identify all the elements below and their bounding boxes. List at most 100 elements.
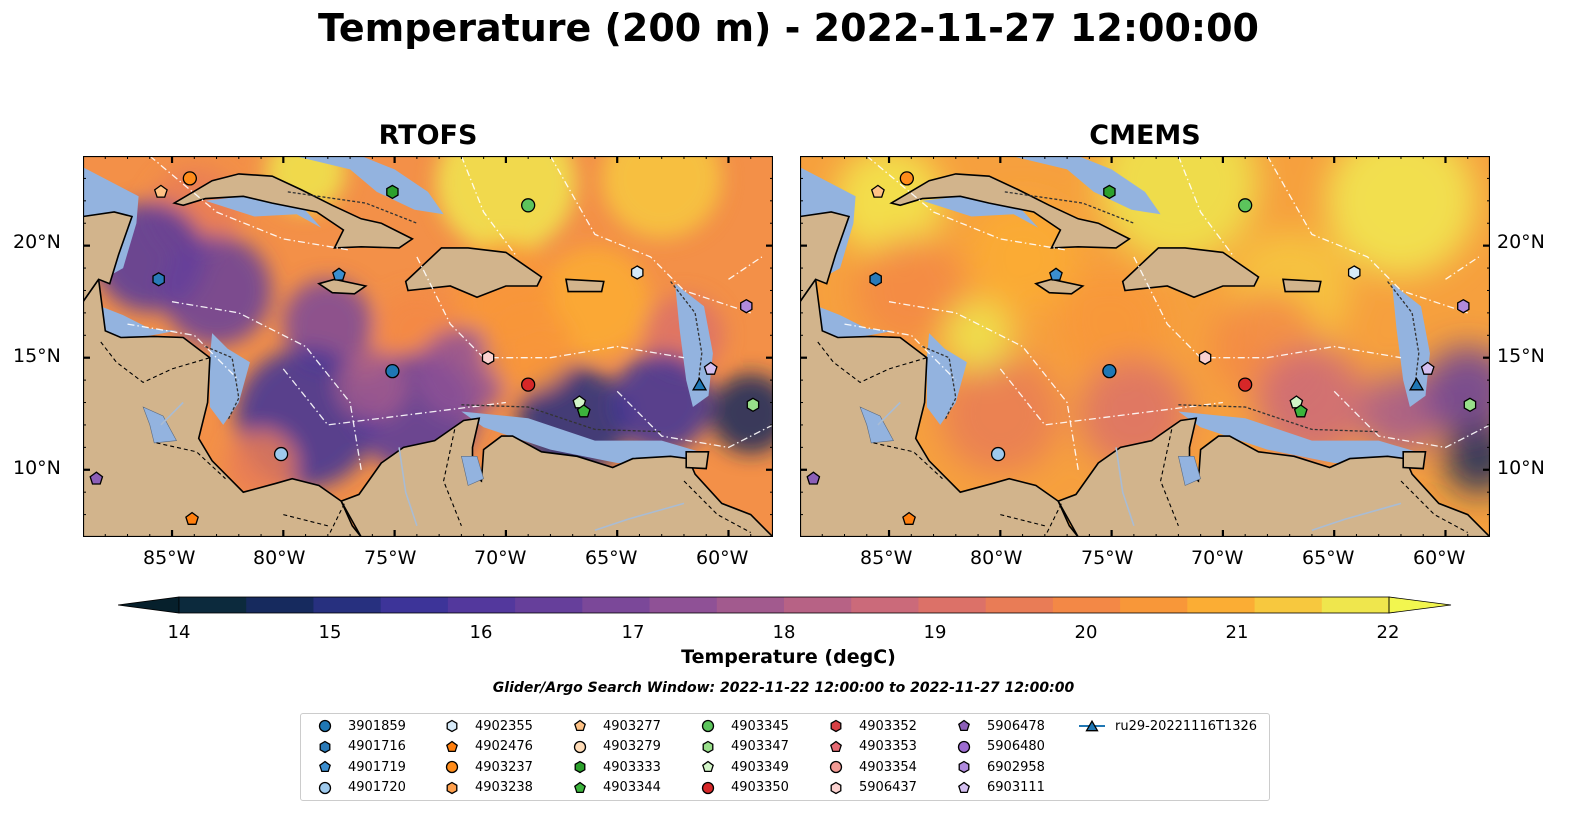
legend-marker[interactable] [446, 740, 458, 752]
map-frame [800, 156, 1490, 537]
float-marker-6902958[interactable] [740, 298, 753, 314]
legend-marker[interactable] [702, 760, 714, 773]
legend-item: 4903237 [438, 757, 533, 777]
float-marker-4903237[interactable] [899, 171, 914, 186]
float-marker-4903350[interactable] [521, 377, 536, 392]
float-marker-ru29-20221116T1326[interactable] [1408, 377, 1425, 391]
legend-marker[interactable] [830, 740, 842, 752]
legend-item: 4903344 [566, 778, 661, 798]
legend-item: 6902958 [950, 757, 1045, 777]
float-marker-5906478[interactable] [89, 471, 104, 485]
float-marker-4901716[interactable] [152, 272, 165, 287]
legend-label: 4901716 [348, 739, 406, 754]
legend-item: 3901859 [311, 716, 406, 736]
float-marker-4903350[interactable] [1238, 377, 1253, 392]
float-marker-4903347[interactable] [746, 397, 760, 413]
float-marker-6903111[interactable] [1420, 361, 1435, 375]
float-marker-4901719[interactable] [1049, 267, 1063, 281]
pentagon-marker-icon [574, 719, 586, 732]
float-marker-4903277[interactable] [870, 184, 885, 198]
float-marker-5906437[interactable] [481, 350, 495, 365]
legend-marker[interactable] [446, 781, 458, 794]
rtofs-lon-tick-75w: 75°W [364, 547, 417, 569]
legend-marker[interactable] [958, 719, 970, 732]
float-marker-4901720[interactable] [273, 446, 289, 462]
float-marker-5906437[interactable] [1198, 350, 1212, 365]
legend-marker[interactable] [830, 781, 842, 794]
float-marker-4902476[interactable] [185, 511, 199, 525]
legend-item: 4903279 [566, 737, 661, 757]
float-marker-4903333[interactable] [1103, 184, 1116, 200]
legend-marker[interactable] [319, 740, 331, 753]
legend-marker[interactable] [1085, 719, 1099, 732]
legend-marker[interactable] [319, 760, 331, 773]
legend-marker[interactable] [958, 781, 970, 793]
circle-marker-icon [445, 760, 459, 774]
float-marker-4901716[interactable] [869, 272, 882, 287]
float-marker-4903277[interactable] [153, 184, 168, 198]
colorbar-label: Temperature (degC) [681, 646, 896, 668]
country-border-0 [100, 341, 211, 384]
country-border-4 [1400, 480, 1468, 533]
float-marker-4903345[interactable] [1238, 198, 1253, 213]
legend-marker[interactable] [829, 760, 843, 774]
land-hispaniola [1121, 247, 1260, 299]
legend-marker[interactable] [318, 719, 332, 733]
float-marker-4903237[interactable] [182, 171, 197, 186]
legend-label: 4903344 [603, 780, 661, 795]
eez-boundary-2 [416, 256, 685, 359]
float-marker-4903345[interactable] [521, 198, 536, 213]
legend-label: 4903350 [731, 780, 789, 795]
float-marker-4902355[interactable] [1347, 265, 1361, 280]
colorbar-tick-20: 20 [1074, 622, 1098, 643]
legend-marker[interactable] [446, 719, 458, 733]
legend-marker[interactable] [702, 740, 714, 753]
legend-label: 4903354 [859, 759, 917, 775]
legend-item: 5906480 [950, 737, 1045, 757]
float-marker-4902476[interactable] [902, 511, 916, 525]
float-marker-4903347[interactable] [1463, 397, 1477, 413]
colorbar-segment [1052, 597, 1121, 613]
legend-label: 4901719 [348, 759, 406, 775]
float-marker-4902355[interactable] [630, 265, 644, 280]
legend-marker[interactable] [958, 760, 970, 774]
float-marker-6903111[interactable] [703, 361, 718, 375]
colorbar-tick-16: 16 [469, 622, 493, 643]
legend-marker[interactable] [573, 740, 587, 753]
legend-marker[interactable] [574, 719, 586, 732]
cmems-panel-title: CMEMS [1089, 120, 1201, 151]
hexagon-marker-icon [830, 719, 842, 733]
legend-item: 4903238 [438, 778, 533, 798]
legend-marker[interactable] [574, 781, 586, 793]
legend-marker[interactable] [445, 760, 459, 774]
float-marker-5906478[interactable] [806, 471, 821, 485]
hexagon-marker-icon [958, 760, 970, 774]
pentagon-marker-icon [830, 740, 842, 752]
legend-label: 4903353 [859, 739, 917, 754]
float-marker-3901859[interactable] [385, 364, 400, 379]
float-marker-4903333[interactable] [386, 184, 399, 200]
legend-marker[interactable] [318, 781, 332, 794]
float-marker-4901719[interactable] [332, 267, 346, 281]
float-marker-ru29-20221116T1326[interactable] [691, 377, 708, 391]
land-puertoRico [1282, 278, 1322, 293]
float-marker-4903344[interactable] [576, 404, 591, 418]
float-marker-4903344[interactable] [1293, 404, 1308, 418]
float-marker-4901720[interactable] [990, 446, 1006, 462]
legend-marker[interactable] [701, 719, 715, 733]
legend-marker[interactable] [574, 760, 586, 774]
legend-marker[interactable] [957, 740, 971, 753]
cmems-lon-tick-70w: 70°W [1191, 547, 1244, 569]
legend-marker[interactable] [701, 781, 715, 794]
legend-label: 6903111 [987, 780, 1045, 795]
colorbar-segment [851, 597, 919, 613]
legend-label: 4903238 [475, 780, 533, 795]
bathymetry-contour-3 [287, 191, 418, 224]
legend-label: 5906480 [987, 739, 1045, 754]
cmems-map[interactable] [800, 156, 1490, 537]
float-marker-6902958[interactable] [1457, 298, 1470, 314]
float-marker-3901859[interactable] [1102, 364, 1117, 379]
legend-marker[interactable] [830, 719, 842, 733]
rtofs-map[interactable] [83, 156, 773, 537]
legend-item: 6903111 [950, 778, 1045, 798]
